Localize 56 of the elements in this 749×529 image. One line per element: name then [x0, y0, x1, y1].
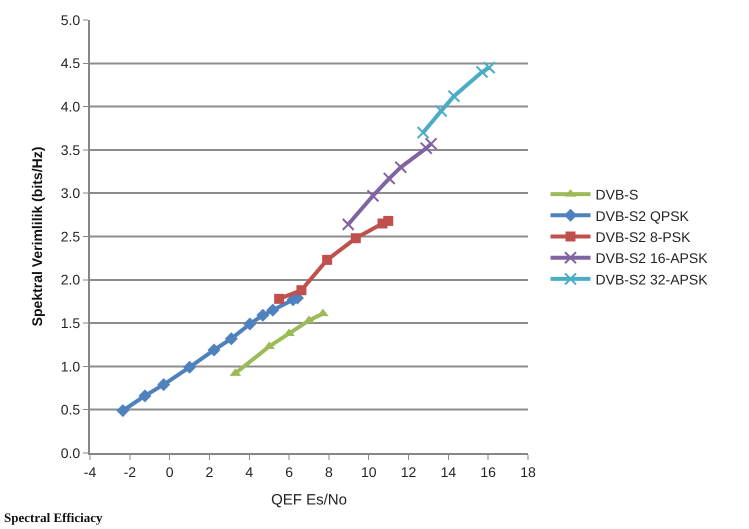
point — [322, 254, 332, 265]
x-tick-label: -2 — [124, 464, 136, 480]
x-tick-label: 18 — [520, 464, 536, 480]
legend-label: DVB-S2 32-APSK — [596, 271, 708, 288]
y-tick-label: 2.5 — [60, 228, 80, 244]
x-tick-label: 6 — [285, 464, 294, 480]
point — [266, 304, 280, 317]
point — [482, 61, 496, 74]
point — [208, 343, 221, 356]
point — [476, 65, 489, 78]
legend-label: DVB-S2 8-PSK — [596, 228, 692, 245]
point — [416, 126, 430, 140]
x-axis-title: QEF Es/No — [271, 491, 347, 508]
x-tick-label: 8 — [325, 464, 334, 480]
point — [447, 90, 460, 103]
legend-label: DVB-S2 16-APSK — [596, 250, 708, 266]
point — [157, 378, 170, 392]
x-tick-label: 12 — [400, 464, 417, 480]
y-tick-label: 1.0 — [60, 358, 80, 374]
x-tick-label: 10 — [360, 464, 377, 480]
x-tick-label: -4 — [84, 464, 96, 480]
point — [296, 285, 306, 296]
y-tick-label: 3.0 — [60, 185, 80, 202]
legend-label: DVB-S2 QPSK — [596, 208, 690, 224]
point — [366, 189, 380, 202]
point — [256, 308, 270, 322]
legend-label: DVB-S — [596, 186, 638, 203]
y-tick-label: 2.0 — [60, 272, 80, 288]
point — [424, 137, 438, 150]
x-tick-label: 14 — [440, 464, 456, 480]
point — [350, 233, 361, 244]
point — [420, 142, 433, 155]
y-tick-label: 3.5 — [60, 142, 80, 158]
y-tick-label: 4.0 — [60, 98, 80, 114]
point — [224, 332, 238, 346]
point — [394, 160, 408, 174]
point — [138, 389, 152, 402]
text: Spectral Efficiacy — [4, 510, 104, 525]
point — [383, 216, 394, 226]
x-tick-label: 16 — [480, 464, 496, 480]
y-axis-title: Spektral Verimlilik (bits/Hz) — [28, 146, 45, 326]
point — [382, 172, 396, 185]
y-tick-label: 5.0 — [60, 12, 80, 28]
point — [243, 317, 256, 330]
point — [183, 360, 196, 374]
y-tick-label: 1.5 — [60, 315, 80, 331]
y-tick-label: 0.5 — [60, 402, 80, 418]
point — [342, 218, 355, 231]
point — [434, 104, 448, 118]
x-tick-label: 2 — [206, 464, 214, 480]
x-tick-label: 4 — [245, 464, 254, 480]
y-tick-label: 0.0 — [60, 444, 80, 461]
point — [116, 404, 130, 418]
y-tick-label: 4.5 — [60, 55, 80, 72]
point — [274, 294, 284, 304]
x-tick-label: 0 — [166, 464, 174, 480]
